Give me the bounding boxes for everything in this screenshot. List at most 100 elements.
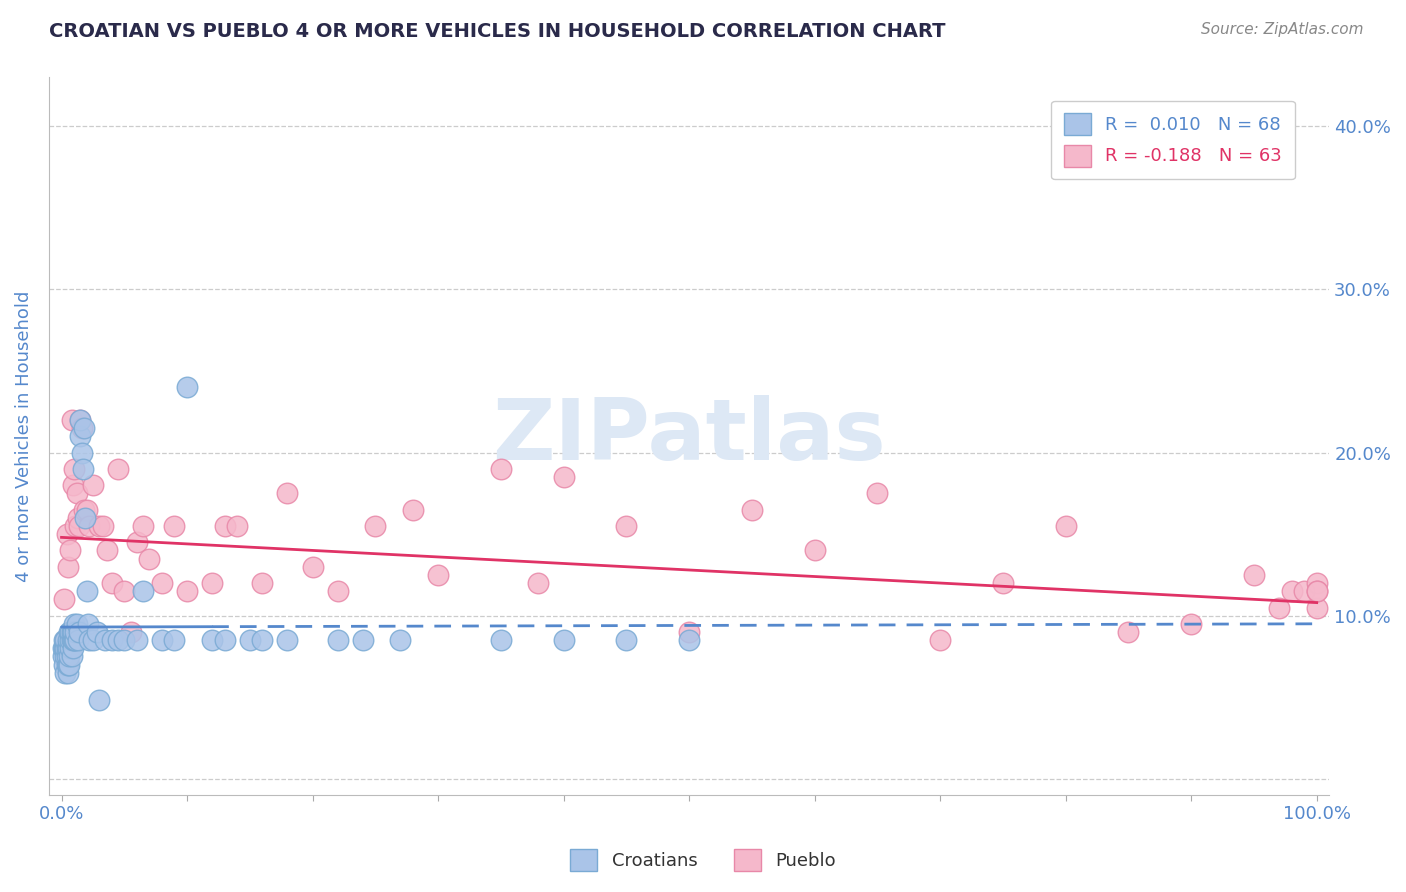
Point [63,633,86,648]
Point [56,657,79,672]
Point [63,462,86,476]
Point [58,633,80,648]
Point [489,633,512,648]
Point [201,576,224,591]
Point [226,519,249,533]
Point [125,535,148,549]
Point [53,641,76,656]
Point [75,510,97,524]
Point [326,584,349,599]
Point [150,633,173,648]
Point [86,624,108,639]
Point [94,633,117,648]
Point [678,624,700,639]
Point [58,624,80,639]
Point [1268,600,1291,615]
Point [59,633,82,648]
Point [96,543,118,558]
Point [89,693,111,707]
Point [614,519,637,533]
Point [56,559,79,574]
Point [163,633,186,648]
Point [53,657,76,672]
Point [66,510,89,524]
Text: Source: ZipAtlas.com: Source: ZipAtlas.com [1201,22,1364,37]
Point [52,641,75,656]
Point [1118,624,1140,639]
Point [132,519,155,533]
Point [107,462,129,476]
Point [72,462,94,476]
Point [59,543,82,558]
Point [100,633,122,648]
Point [82,478,104,492]
Point [866,486,889,500]
Y-axis label: 4 or more Vehicles in Household: 4 or more Vehicles in Household [15,291,32,582]
Point [112,633,135,648]
Point [69,413,91,427]
Point [77,633,100,648]
Point [176,584,198,599]
Point [301,559,323,574]
Text: ZIPatlas: ZIPatlas [492,395,886,478]
Point [55,649,77,664]
Point [63,616,86,631]
Point [1305,576,1327,591]
Point [132,584,155,599]
Point [53,592,76,607]
Point [77,616,100,631]
Point [1305,584,1327,599]
Point [352,633,374,648]
Point [163,519,186,533]
Point [67,624,90,639]
Point [326,633,349,648]
Point [60,624,83,639]
Point [58,649,80,664]
Point [107,633,129,648]
Point [276,486,298,500]
Point [489,462,512,476]
Point [252,576,274,591]
Point [67,519,90,533]
Point [59,624,82,639]
Point [364,519,387,533]
Point [55,657,77,672]
Point [150,576,173,591]
Point [60,413,83,427]
Point [65,616,87,631]
Point [402,502,425,516]
Point [65,486,87,500]
Point [53,633,76,648]
Point [56,633,79,648]
Point [69,413,91,427]
Point [62,478,84,492]
Point [803,543,825,558]
Point [56,665,79,680]
Point [527,576,550,591]
Point [1305,600,1327,615]
Point [70,445,93,459]
Point [991,576,1014,591]
Point [239,633,262,648]
Point [100,576,122,591]
Point [1054,519,1077,533]
Point [389,633,412,648]
Point [214,519,236,533]
Point [1180,616,1202,631]
Point [112,584,135,599]
Point [53,649,76,664]
Point [91,519,114,533]
Point [614,633,637,648]
Text: CROATIAN VS PUEBLO 4 OR MORE VEHICLES IN HOUSEHOLD CORRELATION CHART: CROATIAN VS PUEBLO 4 OR MORE VEHICLES IN… [49,22,946,41]
Point [138,551,160,566]
Point [553,470,575,484]
Point [276,633,298,648]
Point [65,519,87,533]
Point [66,633,89,648]
Point [252,633,274,648]
Point [65,624,87,639]
Point [1281,584,1303,599]
Point [60,633,83,648]
Point [53,633,76,648]
Point [89,519,111,533]
